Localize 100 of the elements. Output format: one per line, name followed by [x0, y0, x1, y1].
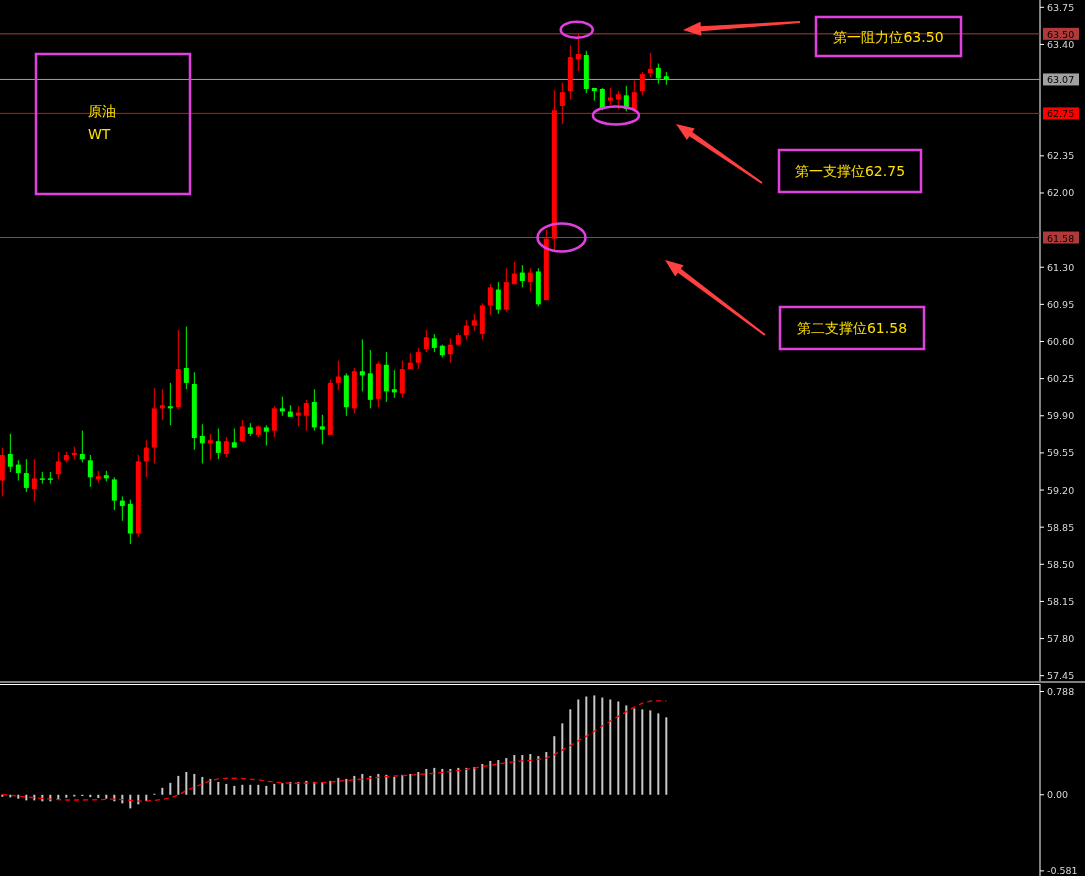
bar — [209, 778, 212, 795]
bar — [585, 696, 588, 795]
bar — [601, 697, 604, 795]
candlestick — [207, 433, 213, 461]
bar — [641, 709, 644, 795]
bar — [457, 767, 460, 795]
bar — [561, 723, 564, 795]
y-tick-label: 0.00 — [1047, 789, 1069, 801]
y-tick-label: 0.788 — [1047, 686, 1075, 697]
candlestick — [647, 52, 653, 78]
text: WT — [88, 126, 111, 142]
candlestick — [391, 369, 397, 399]
candlestick — [295, 405, 301, 427]
candlestick — [119, 495, 125, 522]
bar — [449, 768, 452, 795]
candlestick — [335, 360, 341, 391]
bar — [361, 773, 364, 795]
y-tick-label: 60.25 — [1047, 373, 1075, 385]
y-tick-label: 63.40 — [1047, 38, 1075, 50]
bar — [161, 787, 164, 795]
bar — [329, 780, 332, 795]
annotation: 第一支撑位62.75 — [794, 163, 906, 179]
y-tick-label: 57.80 — [1047, 633, 1075, 645]
bar — [185, 771, 188, 795]
bar — [425, 768, 428, 795]
bar — [441, 768, 444, 795]
bar — [649, 710, 652, 795]
y-tick-label: 60.60 — [1047, 336, 1075, 347]
bar — [65, 794, 68, 798]
bar — [593, 695, 596, 795]
bar — [633, 708, 636, 795]
candlestick — [271, 405, 277, 438]
bar — [305, 780, 308, 795]
bar — [297, 781, 300, 795]
bar — [289, 781, 292, 795]
candlestick — [495, 281, 501, 315]
ref-line-label: 63.07 — [1047, 74, 1075, 86]
line-series — [1, 700, 667, 802]
bar — [497, 760, 500, 795]
bar — [105, 794, 108, 799]
bar — [369, 775, 372, 795]
y-tick-label: 61.30 — [1047, 261, 1075, 273]
bar — [553, 736, 556, 795]
candlestick — [143, 439, 149, 478]
annotation: 第二支撑位61.58 — [796, 320, 908, 336]
candlestick — [423, 329, 429, 353]
candlestick — [199, 423, 205, 465]
bar — [345, 778, 348, 795]
candlestick — [231, 428, 237, 449]
candlestick — [415, 347, 421, 370]
y-tick-label: 59.55 — [1047, 447, 1075, 459]
bar — [337, 777, 340, 795]
bar — [465, 767, 468, 795]
y-tick-label: 57.45 — [1047, 670, 1075, 682]
bar — [241, 784, 244, 795]
candlestick — [527, 267, 533, 293]
candlestick — [87, 454, 93, 488]
y-tick-label: 60.95 — [1047, 298, 1075, 310]
candlestick — [23, 458, 29, 493]
bar — [25, 794, 28, 801]
bar — [401, 774, 404, 795]
candlestick — [639, 71, 645, 96]
candlestick — [447, 337, 453, 364]
bar — [657, 713, 660, 795]
candlestick — [463, 319, 469, 340]
bar — [617, 701, 620, 795]
y-tick-label: 59.90 — [1047, 410, 1075, 422]
candlestick — [615, 90, 621, 110]
bar — [409, 773, 412, 795]
bar — [321, 781, 324, 795]
bar — [513, 755, 516, 795]
y-tick-label: 62.35 — [1047, 150, 1075, 162]
candlestick — [359, 338, 365, 392]
bar — [481, 763, 484, 795]
candlestick — [223, 436, 229, 458]
bar — [265, 785, 268, 795]
bar — [569, 709, 572, 795]
y-tick-label: 62.00 — [1047, 187, 1075, 199]
y-tick-label: 58.50 — [1047, 558, 1075, 570]
bar — [609, 699, 612, 795]
bar — [201, 776, 204, 795]
y-tick-label: -0.581 — [1047, 865, 1078, 876]
bar — [577, 699, 580, 795]
y-tick-label: 63.75 — [1047, 1, 1075, 13]
candlestick — [303, 399, 309, 432]
bar — [529, 754, 532, 795]
bar — [385, 774, 388, 795]
candlestick — [519, 264, 525, 288]
bar — [273, 783, 276, 795]
bar — [249, 784, 252, 795]
candlestick — [655, 63, 661, 85]
candlestick — [431, 333, 437, 353]
bar — [505, 758, 508, 795]
bar — [169, 782, 172, 795]
candlestick — [167, 382, 173, 426]
ref-line-label: 62.75 — [1047, 108, 1075, 120]
candlestick — [31, 458, 37, 503]
bar — [353, 775, 356, 795]
candlestick — [183, 326, 189, 390]
candlestick — [263, 424, 269, 446]
